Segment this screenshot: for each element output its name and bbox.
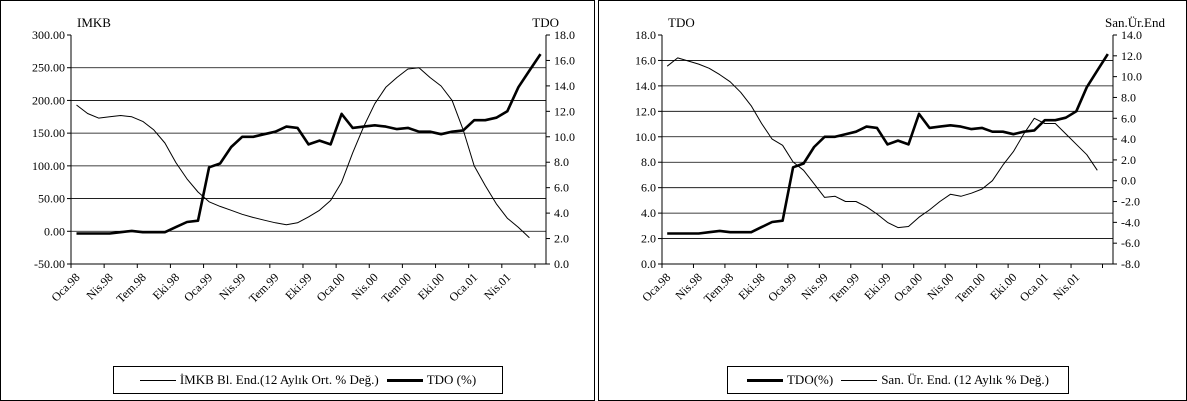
right-chart-panel: 0.0 2.0 4.0 6.0 8.0 10.0 12.0 14.0 16.0 18.0 -8.0 -… bbox=[598, 0, 1187, 401]
left-axis-tick-label: 0.0 bbox=[641, 257, 656, 271]
right-axis-tick-label: 2.0 bbox=[554, 232, 569, 246]
right-axis-tick-label: -4.0 bbox=[1121, 215, 1140, 229]
x-axis-tick-label: Nis.01 bbox=[1050, 270, 1082, 302]
thick-line-swatch bbox=[746, 378, 783, 382]
x-axis-tick-label: Oca.98 bbox=[639, 270, 673, 304]
x-axis-tick-label: Nis.99 bbox=[798, 270, 830, 302]
left-axis-tick-label: 150.00 bbox=[32, 126, 65, 140]
right-axis-tick-label: 18.0 bbox=[554, 28, 575, 42]
right-axis-tick-label: 6.0 bbox=[1121, 111, 1136, 125]
x-axis-tick-label: Eki.00 bbox=[415, 270, 447, 302]
legend-item-tdo: TDO(%) bbox=[746, 372, 834, 388]
x-axis-tick-label: Oca.00 bbox=[314, 270, 348, 304]
x-axis-tick-label: Nis.00 bbox=[924, 270, 956, 302]
right-chart-legend: TDO(%) San. Ür. End. (12 Aylık % Değ.) bbox=[727, 366, 1069, 394]
right-axis-tick-label: 12.0 bbox=[1121, 49, 1142, 63]
thick-line-swatch bbox=[386, 378, 423, 382]
left-chart-series-line-2 bbox=[76, 53, 542, 235]
right-axis-tick-label: 0.0 bbox=[554, 257, 569, 271]
left-axis-tick-label: 300.00 bbox=[32, 28, 65, 42]
legend-item-san-ur-end: San. Ür. End. (12 Aylık % Değ.) bbox=[841, 372, 1049, 388]
left-chart-legend: İMKB Bl. End.(12 Aylık Ort. % Değ.) TDO … bbox=[113, 366, 503, 394]
legend-label-san-ur-end: San. Ür. End. (12 Aylık % Değ.) bbox=[881, 372, 1049, 387]
right-axis-tick-label: 14.0 bbox=[1121, 28, 1142, 42]
right-axis-tick-label: 4.0 bbox=[554, 206, 569, 220]
left-chart-series-line-1 bbox=[76, 67, 530, 239]
right-axis-tick-label: -8.0 bbox=[1121, 257, 1140, 271]
right-axis-tick-label: 2.0 bbox=[1121, 153, 1136, 167]
right-axis-tick-label: -2.0 bbox=[1121, 195, 1140, 209]
legend-label-imkb: İMKB Bl. End.(12 Aylık Ort. % Değ.) bbox=[179, 372, 379, 387]
x-axis-tick-label: Oca.99 bbox=[765, 270, 799, 304]
x-axis-tick-label: Tem.00 bbox=[379, 270, 414, 305]
right-axis-title: TDO bbox=[532, 15, 559, 30]
left-axis-tick-label: 100.00 bbox=[32, 159, 65, 173]
left-axis-title: IMKB bbox=[77, 15, 111, 30]
right-axis-title: San.Ür.End bbox=[1105, 15, 1165, 30]
right-axis-tick-label: 0.0 bbox=[1121, 174, 1136, 188]
x-axis-tick-label: Tem.00 bbox=[953, 270, 988, 305]
right-axis-tick-label: 12.0 bbox=[554, 104, 575, 118]
left-axis-tick-label: 250.00 bbox=[32, 61, 65, 75]
x-axis-tick-label: Oca.98 bbox=[48, 270, 82, 304]
right-axis-tick-label: 10.0 bbox=[1121, 70, 1142, 84]
thin-line-swatch bbox=[139, 379, 176, 381]
left-axis-tick-label: 8.0 bbox=[641, 155, 656, 169]
right-line-chart: 0.0 2.0 4.0 6.0 8.0 10.0 12.0 14.0 16.0 18.0 -8.0 -… bbox=[635, 15, 1165, 306]
x-axis-tick-label: Tem.98 bbox=[113, 270, 148, 305]
right-axis-tick-label: 16.0 bbox=[554, 53, 575, 67]
left-axis-tick-label: -50.00 bbox=[34, 257, 65, 271]
x-axis-tick-label: Tem.98 bbox=[701, 270, 736, 305]
x-axis-tick-label: Nis.98 bbox=[83, 270, 115, 302]
left-axis-tick-label: 14.0 bbox=[635, 79, 656, 93]
x-axis-tick-label: Eki.98 bbox=[150, 270, 182, 302]
legend-item-tdo: TDO (%) bbox=[386, 372, 477, 388]
right-axis-tick-label: 6.0 bbox=[554, 181, 569, 195]
left-axis-tick-label: 6.0 bbox=[641, 181, 656, 195]
left-axis-tick-label: 18.0 bbox=[635, 28, 656, 42]
right-axis-tick-label: 8.0 bbox=[554, 155, 569, 169]
right-chart-series-line-1 bbox=[667, 53, 1109, 235]
left-axis-title: TDO bbox=[668, 15, 695, 30]
left-axis-tick-label: 12.0 bbox=[635, 104, 656, 118]
x-axis-tick-label: Eki.99 bbox=[282, 270, 314, 302]
x-axis-tick-label: Nis.01 bbox=[481, 270, 513, 302]
left-chart-panel: -50.00 0.00 50.00 100.00 150.00 200.00 250.00 3… bbox=[0, 0, 595, 401]
right-axis-tick-label: 14.0 bbox=[554, 79, 575, 93]
x-axis-tick-label: Eki.98 bbox=[735, 270, 767, 302]
x-axis-tick-label: Nis.99 bbox=[216, 270, 248, 302]
left-axis-tick-label: 2.0 bbox=[641, 232, 656, 246]
x-axis-tick-label: Nis.00 bbox=[349, 270, 381, 302]
left-axis-tick-label: 50.00 bbox=[38, 192, 65, 206]
x-axis-tick-label: Oca.01 bbox=[1017, 270, 1051, 304]
x-axis-tick-label: Eki.00 bbox=[987, 270, 1019, 302]
thin-line-swatch bbox=[841, 379, 878, 381]
legend-label-tdo: TDO (%) bbox=[426, 372, 477, 387]
left-line-chart: -50.00 0.00 50.00 100.00 150.00 200.00 250.00 3… bbox=[32, 15, 575, 306]
x-axis-tick-label: Eki.99 bbox=[861, 270, 893, 302]
x-axis-tick-label: Oca.01 bbox=[446, 270, 480, 304]
left-axis-tick-label: 16.0 bbox=[635, 53, 656, 67]
left-axis-tick-label: 200.00 bbox=[32, 93, 65, 107]
x-axis-tick-label: Tem.99 bbox=[827, 270, 862, 305]
right-chart-series-line-2 bbox=[666, 57, 1098, 229]
left-axis-tick-label: 10.0 bbox=[635, 130, 656, 144]
left-axis-tick-label: 4.0 bbox=[641, 206, 656, 220]
right-axis-tick-label: 4.0 bbox=[1121, 132, 1136, 146]
x-axis-tick-label: Nis.98 bbox=[673, 270, 705, 302]
right-axis-tick-label: 8.0 bbox=[1121, 90, 1136, 104]
right-axis-tick-label: 10.0 bbox=[554, 130, 575, 144]
legend-label-tdo: TDO(%) bbox=[786, 372, 834, 387]
x-axis-tick-label: Oca.99 bbox=[181, 270, 215, 304]
x-axis-tick-label: Oca.00 bbox=[891, 270, 925, 304]
right-axis-tick-label: -6.0 bbox=[1121, 236, 1140, 250]
legend-item-imkb: İMKB Bl. End.(12 Aylık Ort. % Değ.) bbox=[139, 372, 379, 388]
left-axis-tick-label: 0.00 bbox=[44, 224, 65, 238]
x-axis-tick-label: Tem.99 bbox=[246, 270, 281, 305]
